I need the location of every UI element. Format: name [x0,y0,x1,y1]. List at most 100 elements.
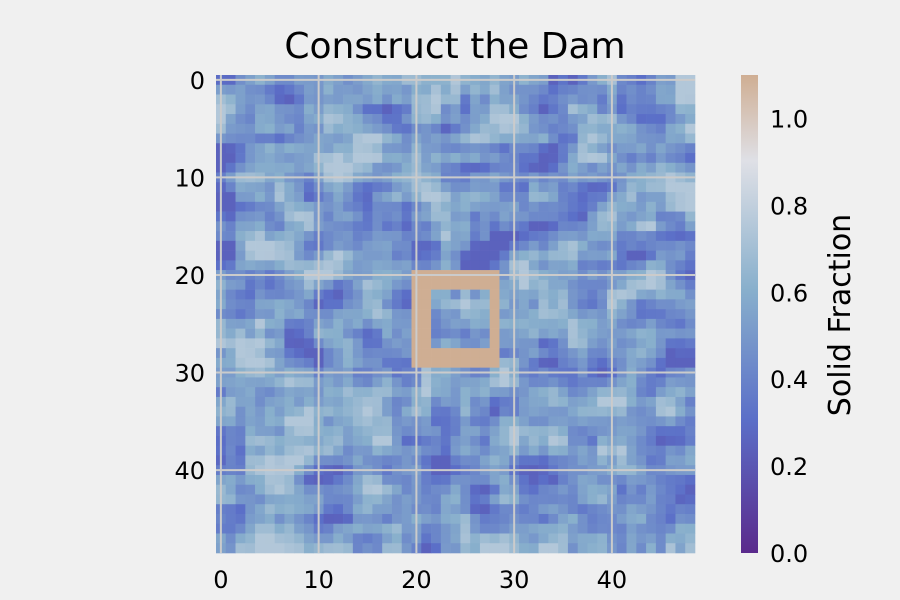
heatmap-cell [294,133,305,144]
heatmap-cell [255,250,266,261]
heatmap-cell [577,348,588,359]
heatmap-cell [303,104,315,115]
heatmap-cell [431,416,442,427]
heatmap-cell [587,533,598,544]
heatmap-cell [284,328,295,339]
heatmap-cell [646,162,657,173]
heatmap-cell [245,211,256,222]
heatmap-cell [284,123,295,134]
heatmap-cell [303,114,315,125]
heatmap-cell [303,299,315,310]
heatmap-cell [675,162,686,173]
heatmap-cell [274,309,285,320]
heatmap-cell [391,523,403,534]
heatmap-cell [382,406,393,417]
heatmap-cell [225,338,236,349]
heatmap-cell [685,240,696,251]
heatmap-cell [440,445,451,456]
heatmap-cell [548,484,559,495]
heatmap-cell [470,387,481,398]
heatmap-cell [382,416,393,427]
heatmap-cell [489,435,500,446]
heatmap-cell [450,455,461,466]
heatmap-cell [655,484,666,495]
heatmap-cell [460,123,471,134]
heatmap-cell [675,328,686,339]
heatmap-cell [450,523,461,534]
heatmap-cell [519,396,530,407]
heatmap-cell [479,162,491,173]
heatmap-cell [440,396,451,407]
heatmap-cell [528,231,539,242]
heatmap-cell [440,192,451,203]
heatmap-cell [548,426,559,437]
heatmap-cell [567,523,578,534]
heatmap-cell [421,133,432,144]
heatmap-cell [362,377,373,388]
heatmap-cell [489,416,500,427]
heatmap-cell [548,416,559,427]
heatmap-cell [646,494,657,505]
heatmap-cell [274,416,285,427]
heatmap-cell [255,123,266,134]
heatmap-cell [538,260,549,271]
heatmap-cells [216,75,696,554]
heatmap-cell [421,328,432,339]
heatmap-cell [587,328,598,339]
heatmap-cell [421,114,432,125]
heatmap-cell [567,445,578,456]
heatmap-cell [597,387,608,398]
heatmap-cell [294,260,305,271]
heatmap-cell [636,123,647,134]
heatmap-cell [636,348,647,359]
heatmap-cell [685,211,696,222]
heatmap-cell [303,455,315,466]
heatmap-cell [470,513,481,525]
heatmap-cell [567,474,578,486]
heatmap-cell [323,240,334,251]
heatmap-cell [284,84,295,95]
heatmap-cell [528,387,539,398]
heatmap-cell [587,348,598,359]
heatmap-cell [528,435,539,446]
heatmap-cell [470,474,481,486]
heatmap-cell [303,318,315,329]
heatmap-cell [626,474,637,486]
heatmap-cell [235,348,246,359]
heatmap-cell [616,455,627,466]
heatmap-cell [479,377,491,388]
heatmap-cell [519,289,530,300]
heatmap-cell [597,338,608,349]
heatmap-cell [519,543,530,554]
heatmap-cell [470,211,481,222]
heatmap-cell [401,523,412,534]
heatmap-cell [646,260,657,271]
heatmap-cell [548,250,559,261]
heatmap-cell [616,162,627,173]
heatmap-cell [538,513,549,525]
heatmap-cell [235,104,246,115]
heatmap-cell [382,328,393,339]
heatmap-cell [274,260,285,271]
heatmap-cell [225,513,236,525]
heatmap-cell [567,455,578,466]
heatmap-cell [333,153,344,164]
heatmap-cell [255,474,266,486]
colorbar [741,75,758,553]
heatmap-cell [479,513,491,525]
heatmap-cell [665,396,676,407]
heatmap-cell [587,455,598,466]
heatmap-cell [587,309,598,320]
heatmap-cell [646,153,657,164]
heatmap-cell [274,318,285,329]
heatmap-cell [235,484,246,495]
heatmap-cell [616,406,627,417]
heatmap-cell [235,543,246,554]
heatmap-cell [362,162,373,173]
heatmap-cell [538,445,549,456]
heatmap-cell [538,221,549,232]
heatmap-cell [470,162,481,173]
heatmap-cell [548,182,559,193]
heatmap-cell [421,299,432,310]
heatmap-cell [626,94,637,105]
